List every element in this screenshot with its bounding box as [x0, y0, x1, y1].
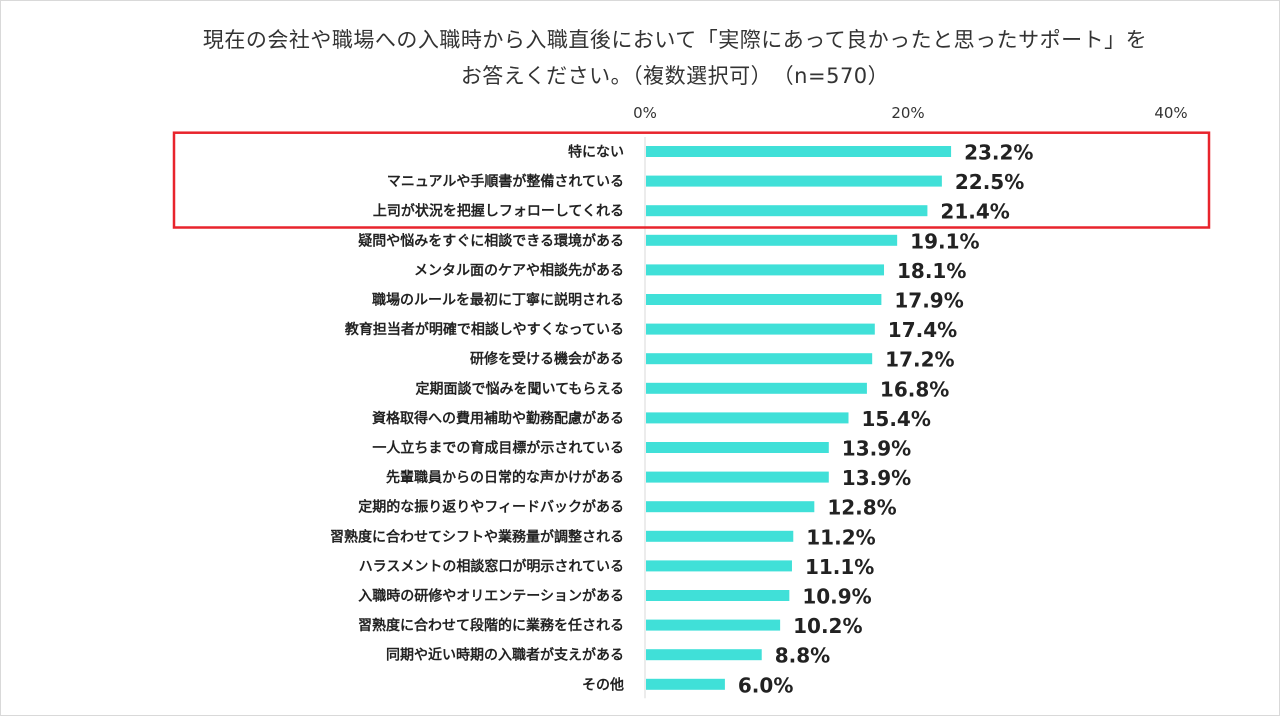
value-label: 13.9%: [842, 466, 911, 490]
category-label: 定期的な振り返りやフィードバックがある: [358, 499, 624, 516]
bar: [646, 560, 792, 572]
bar: [646, 205, 928, 217]
bar: [646, 442, 829, 453]
value-label: 17.4%: [888, 318, 957, 342]
category-label: 習熟度に合わせてシフトや業務量が調整される: [330, 528, 624, 545]
value-label: 11.1%: [805, 555, 874, 579]
category-label: 職場のルールを最初に丁寧に説明される: [372, 292, 624, 309]
highlight-box: [172, 131, 1211, 229]
bar: [646, 382, 867, 394]
value-label: 15.4%: [862, 407, 931, 431]
bar: [646, 412, 849, 424]
bar: [646, 590, 790, 601]
category-label: 先輩職員からの日常的な声かけがある: [386, 469, 624, 486]
value-label: 12.8%: [827, 496, 896, 520]
chart-title: 現在の会社や職場への入職時から入職直後において「実際にあって良かったと思ったサポ…: [0, 22, 1280, 94]
category-label: 同期や近い時期の入職者が支えがある: [386, 647, 624, 664]
bar: [646, 530, 794, 542]
value-label: 13.9%: [842, 437, 911, 461]
value-label: 17.9%: [894, 289, 963, 313]
category-label: その他: [582, 676, 624, 693]
category-label: 研修を受ける機会がある: [470, 351, 624, 368]
value-label: 16.8%: [880, 377, 949, 401]
category-label: 教育担当者が明確で相談しやすくなっている: [345, 321, 624, 338]
category-label: 定期面談で悩みを聞いてもらえる: [416, 380, 624, 397]
bar: [646, 234, 898, 246]
category-label: メンタル面のケアや相談先がある: [414, 262, 624, 279]
x-tick-label: 40%: [1154, 104, 1187, 122]
bar: [646, 678, 725, 690]
bar: [646, 146, 952, 157]
value-label: 21.4%: [940, 200, 1009, 224]
bar: [646, 501, 815, 513]
chart-title-line-1: 現在の会社や職場への入職時から入職直後において「実際にあって良かったと思ったサポ…: [202, 28, 1148, 52]
bar: [646, 323, 875, 335]
bar: [646, 294, 882, 305]
category-label: 上司が状況を把握しフォローしてくれる: [373, 203, 624, 220]
value-label: 6.0%: [738, 673, 793, 697]
bar: [646, 471, 829, 483]
value-label: 19.1%: [910, 229, 979, 253]
category-label: 習熟度に合わせて段階的に業務を任される: [358, 617, 624, 634]
category-label: 疑問や悩みをすぐに相談できる環境がある: [358, 232, 624, 249]
value-label: 10.9%: [802, 585, 871, 609]
category-label: ハラスメントの相談窓口が明示されている: [359, 558, 624, 575]
value-label: 18.1%: [897, 259, 966, 283]
value-label: 17.2%: [885, 348, 954, 372]
category-label: 特にない: [568, 144, 624, 161]
chart-title-line-2: お答えください。（複数選択可） （n=570）: [460, 64, 890, 88]
category-label: 一人立ちまでの育成目標が示されている: [372, 440, 624, 457]
value-label: 11.2%: [806, 525, 875, 549]
category-label: マニュアルや手順書が整備されている: [387, 173, 624, 190]
bar: [646, 175, 942, 187]
value-label: 23.2%: [964, 141, 1033, 165]
category-label: 入職時の研修やオリエンテーションがある: [358, 588, 624, 605]
x-tick-label: 20%: [891, 104, 924, 122]
value-label: 8.8%: [775, 644, 830, 668]
category-label: 資格取得への費用補助や勤務配慮がある: [372, 410, 624, 427]
x-tick-label: 0%: [633, 104, 657, 122]
value-label: 10.2%: [793, 614, 862, 638]
value-label: 22.5%: [955, 170, 1024, 194]
bar: [646, 649, 762, 661]
bar: [646, 619, 781, 631]
bar: [646, 264, 885, 276]
bar: [646, 353, 873, 365]
